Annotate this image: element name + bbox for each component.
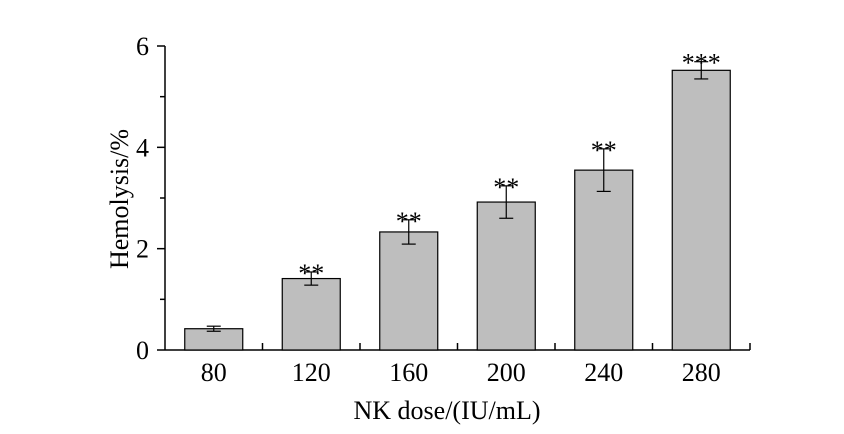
y-tick-label: 6	[136, 32, 149, 61]
y-tick-label: 0	[136, 336, 149, 365]
significance-marker: **	[396, 207, 422, 236]
x-tick-label: 280	[682, 358, 721, 387]
bar	[379, 231, 439, 351]
significance-marker: ***	[682, 49, 721, 78]
bar	[574, 169, 634, 351]
y-tick-label: 4	[136, 133, 149, 162]
y-tick-label: 2	[136, 235, 149, 264]
significance-marker: **	[591, 136, 617, 165]
bars	[184, 61, 731, 351]
labels: 0 2 4 6 80 ** 120 ** 160 ** 200 ** 240 *** 280	[136, 32, 721, 387]
bar	[184, 328, 244, 351]
x-tick-label: 160	[389, 358, 428, 387]
bar	[476, 201, 536, 351]
x-tick-label: 200	[487, 358, 526, 387]
x-tick-label: 240	[584, 358, 623, 387]
significance-marker: **	[493, 173, 519, 202]
bar	[281, 277, 341, 351]
axes	[157, 45, 751, 351]
y-axis-title: Hemolysis/%	[105, 129, 134, 269]
x-tick-label: 120	[292, 358, 331, 387]
x-axis-title: NK dose/(IU/mL)	[353, 396, 540, 425]
x-tick-label: 80	[201, 358, 227, 387]
significance-marker: **	[298, 259, 324, 288]
bar	[671, 69, 731, 351]
